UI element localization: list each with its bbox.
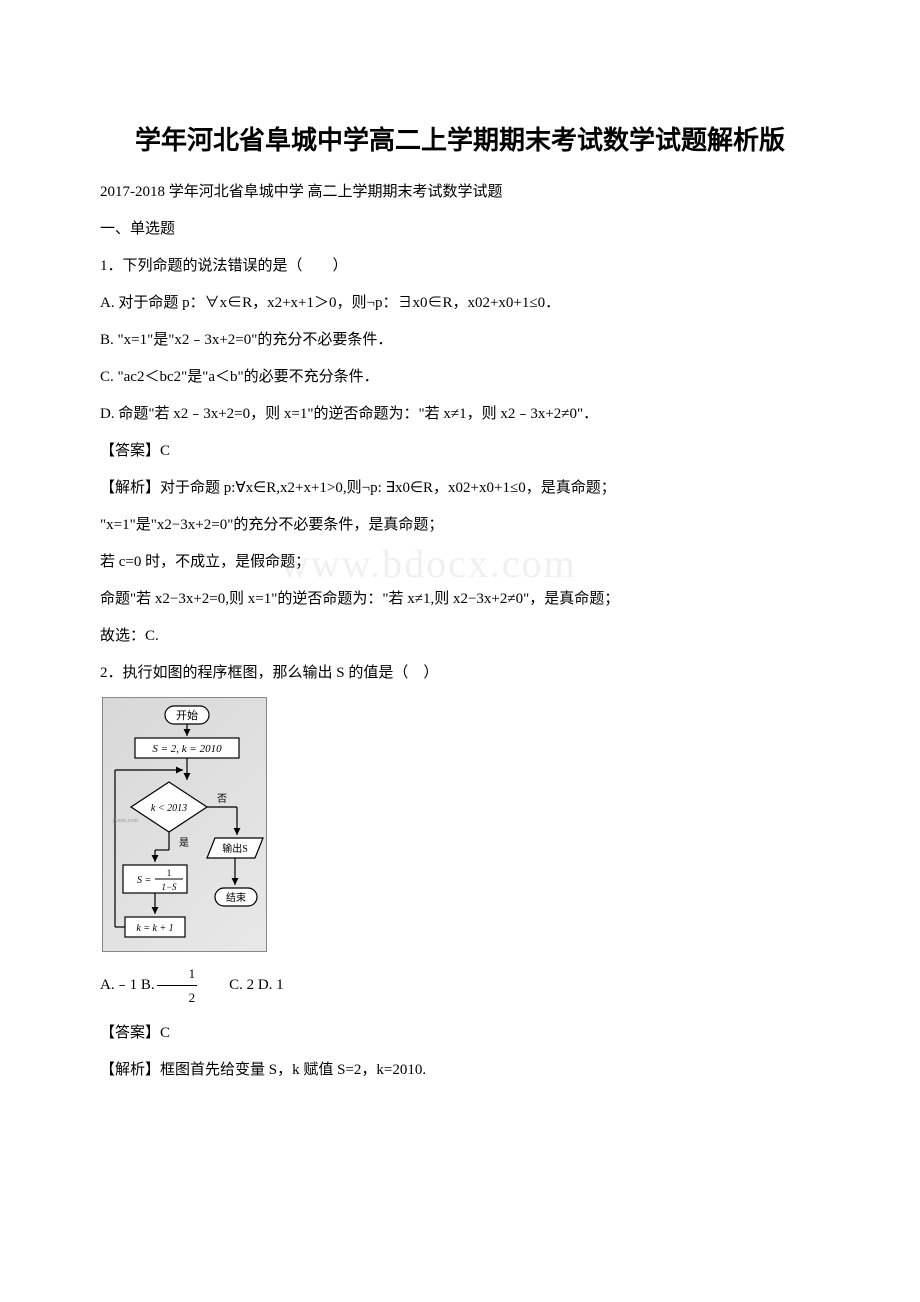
q2-answer: 【答案】C <box>70 1020 850 1047</box>
q1-stem: 1．下列命题的说法错误的是（ ） <box>70 253 850 280</box>
flowchart-output-label: 输出S <box>222 842 248 855</box>
q2-opt-suffix: C. 2 D. 1 <box>199 972 284 999</box>
flowchart-init-label: S = 2, k = 2010 <box>152 743 222 755</box>
svg-text:1−S: 1−S <box>161 882 177 892</box>
flowchart-svg: 开始 S = 2, k = 2010 k < 2013 否 输出S 结束 是 <box>107 702 267 952</box>
flowchart: 开始 S = 2, k = 2010 k < 2013 否 输出S 结束 是 <box>102 697 267 952</box>
q1-option-d: D. 命题"若 x2﹣3x+2=0，则 x=1"的逆否命题为："若 x≠1，则 … <box>70 401 850 428</box>
q1-exp3: 若 c=0 时，不成立，是假命题； <box>70 549 850 576</box>
q1-answer: 【答案】C <box>70 438 850 465</box>
q2-stem: 2．执行如图的程序框图，那么输出 S 的值是（ ） <box>70 660 850 687</box>
flowchart-end-label: 结束 <box>226 891 246 904</box>
svg-text:1: 1 <box>167 868 172 878</box>
page-title: 学年河北省阜城中学高二上学期期末考试数学试题解析版 <box>70 120 850 157</box>
q1-exp4: 命题"若 x2−3x+2=0,则 x=1"的逆否命题为："若 x≠1,则 x2−… <box>70 586 850 613</box>
q1-exp1: 【解析】对于命题 p:∀x∈R,x2+x+1>0,则¬p: ∃x0∈R，x02+… <box>70 475 850 502</box>
subtitle: 2017-2018 学年河北省阜城中学 高二上学期期末考试数学试题 <box>70 179 850 206</box>
flowchart-container: 开始 S = 2, k = 2010 k < 2013 否 输出S 结束 是 <box>102 697 850 952</box>
q1-option-a: A. 对于命题 p：∀x∈R，x2+x+1＞0，则¬p：∃x0∈R，x02+x0… <box>70 290 850 317</box>
q1-exp5: 故选：C. <box>70 623 850 650</box>
flowchart-start-label: 开始 <box>176 708 198 722</box>
q1-option-c: C. "ac2＜bc2"是"a＜b"的必要不充分条件． <box>70 364 850 391</box>
flowchart-inc-label: k = k + 1 <box>136 923 173 934</box>
svg-text:jyeoo.com: jyeoo.com <box>112 818 138 824</box>
fraction-half: 1 2 <box>157 962 198 1010</box>
flowchart-yes-label: 是 <box>179 837 189 849</box>
q1-option-b: B. "x=1"是"x2﹣3x+2=0"的充分不必要条件． <box>70 327 850 354</box>
svg-text:S =: S = <box>137 875 151 886</box>
q2-options: A.﹣1 B. 1 2 C. 2 D. 1 <box>70 962 850 1010</box>
q2-exp1: 【解析】框图首先给变量 S，k 赋值 S=2，k=2010. <box>70 1057 850 1084</box>
q2-opt-prefix: A.﹣1 B. <box>70 972 155 999</box>
flowchart-no-label: 否 <box>217 793 227 805</box>
fraction-den: 2 <box>157 986 198 1009</box>
section-header: 一、单选题 <box>70 216 850 243</box>
q1-exp2: "x=1"是"x2−3x+2=0"的充分不必要条件，是真命题； <box>70 512 850 539</box>
flowchart-cond-label: k < 2013 <box>151 803 187 814</box>
fraction-num: 1 <box>157 962 198 986</box>
